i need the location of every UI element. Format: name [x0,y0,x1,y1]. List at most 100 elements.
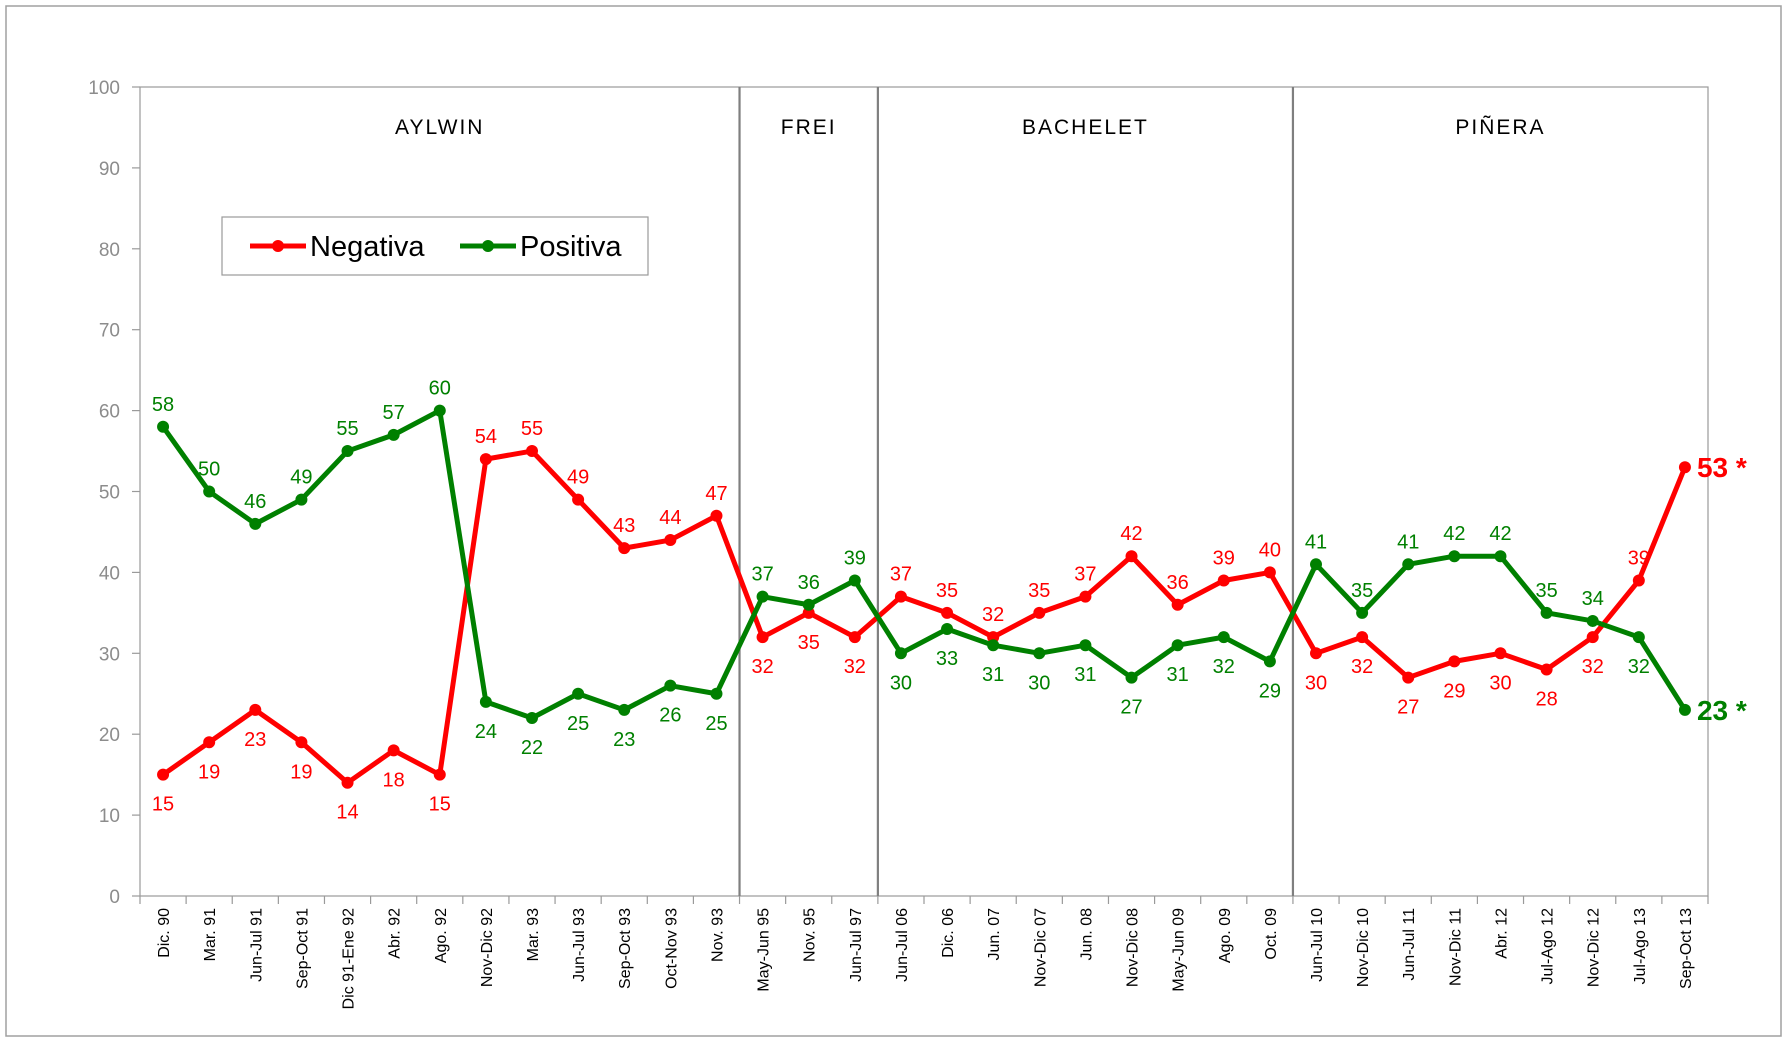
data-point-negativa [1079,590,1092,603]
data-label-negativa: 47 [705,483,727,505]
data-point-negativa [572,493,585,506]
data-point-negativa [249,703,262,716]
data-point-positiva [387,428,400,441]
data-point-negativa [710,509,723,522]
data-label-negativa: 23 [244,729,266,751]
data-label-negativa: 32 [844,656,866,678]
data-label-negativa: 35 [1028,580,1050,602]
y-tick-label: 80 [99,240,120,261]
chart-border [5,5,1782,1037]
x-tick-label: Oct-Nov 93 [663,908,680,989]
data-label-negativa: 14 [336,802,358,824]
x-tick-label: Sep-Oct 13 [1678,908,1695,989]
data-point-negativa [526,445,538,458]
y-tick-label: 30 [99,644,120,665]
data-point-negativa [1356,631,1369,644]
data-label-positiva: 55 [336,418,358,440]
data-label-positiva: 34 [1582,588,1604,610]
data-point-negativa [756,631,769,644]
data-label-positiva: 31 [982,664,1004,686]
series-line-negativa [161,448,1688,786]
x-tick-label: Abr. 12 [1493,908,1510,959]
data-label-positiva: 35 [1351,580,1373,602]
y-tick-label: 10 [99,806,120,827]
x-tick-label: Ago. 92 [433,908,450,963]
data-label-negativa: 28 [1535,688,1557,710]
data-point-positiva [941,623,954,636]
data-point-positiva [1356,606,1369,619]
data-label-positiva: 41 [1305,531,1327,553]
data-label-negativa: 55 [521,418,543,440]
y-tick-label: 90 [99,159,120,180]
data-point-negativa [295,736,308,749]
data-label-negativa: 32 [751,656,773,678]
x-tick-label: Nov-Dic 92 [479,908,496,987]
x-tick-label: May-Jun 09 [1171,908,1188,992]
x-tick-label: Mar. 91 [202,908,219,961]
x-tick-label: Jul-Ago 12 [1540,908,1557,985]
data-point-negativa [1632,574,1645,587]
data-point-positiva [1217,631,1230,644]
data-point-positiva [526,712,538,725]
data-label-negativa: 19 [198,761,220,783]
y-tick-label: 50 [99,483,120,504]
data-label-positiva: 32 [1213,656,1235,678]
data-label-negativa: 40 [1259,539,1281,561]
y-tick-label: 70 [99,321,120,342]
data-point-positiva [572,687,585,700]
data-point-positiva [1263,655,1276,668]
data-point-negativa [1263,566,1276,579]
data-label-negativa: 53 * [1697,452,1747,483]
x-tick-label: Jun-Jul 06 [894,908,911,982]
data-point-negativa [1494,647,1507,660]
data-label-positiva: 25 [705,713,727,735]
data-label-negativa: 37 [1074,564,1096,586]
data-label-negativa: 29 [1443,680,1465,702]
period-label: BACHELET [1022,116,1149,139]
x-tick-label: Jun. 07 [986,908,1003,961]
data-label-positiva: 23 * [1697,695,1747,726]
x-tick-label: Jun-Jul 93 [571,908,588,982]
x-tick-label: Dic 91-Ene 92 [341,908,358,1009]
data-point-positiva [1033,647,1046,660]
x-tick-label: Jun. 08 [1078,908,1095,961]
x-tick-label: Nov. 93 [709,908,726,962]
data-label-negativa: 43 [613,515,635,537]
data-point-positiva [618,703,631,716]
data-point-positiva [710,687,723,700]
legend-label-negativa: Negativa [310,231,425,263]
data-label-positiva: 26 [659,705,681,727]
x-tick-label: Nov-Dic 11 [1447,908,1464,986]
data-point-positiva [1402,558,1415,571]
data-label-positiva: 23 [613,729,635,751]
x-tick-label: Nov-Dic 12 [1586,908,1603,987]
data-point-negativa [1448,655,1461,668]
period-label: FREI [781,116,837,139]
data-label-negativa: 39 [1213,547,1235,569]
data-label-negativa: 30 [1305,672,1327,694]
y-tick-label: 40 [99,563,120,584]
data-point-negativa [1125,550,1138,563]
x-tick-label: Jun-Jul 10 [1309,908,1326,982]
data-label-positiva: 30 [1028,672,1050,694]
data-label-negativa: 39 [1628,547,1650,569]
data-point-negativa [341,776,354,789]
data-point-negativa [1678,461,1691,474]
data-label-positiva: 50 [198,459,220,481]
data-label-negativa: 15 [152,794,174,816]
data-label-positiva: 32 [1628,656,1650,678]
data-label-negativa: 49 [567,467,589,489]
x-tick-label: Nov-Dic 10 [1355,908,1372,987]
data-point-positiva [157,420,170,433]
data-label-positiva: 41 [1397,531,1419,553]
data-label-negativa: 27 [1397,697,1419,719]
data-label-negativa: 19 [290,761,312,783]
data-point-negativa [1402,671,1415,684]
y-tick-label: 60 [99,402,120,423]
y-tick-label: 0 [109,887,120,908]
data-label-positiva: 33 [936,648,958,670]
data-label-negativa: 35 [936,580,958,602]
data-label-negativa: 36 [1167,572,1189,594]
data-label-positiva: 31 [1167,664,1189,686]
x-tick-label: Nov-Dic 08 [1125,908,1142,987]
